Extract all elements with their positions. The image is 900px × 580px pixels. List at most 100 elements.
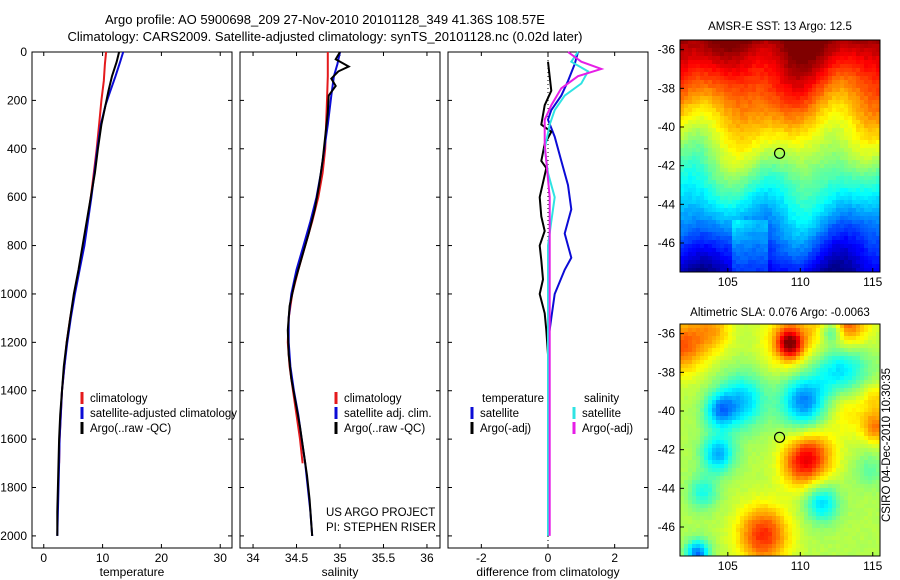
map-cell (816, 412, 821, 417)
map-cell (856, 96, 861, 101)
map-cell (740, 440, 745, 445)
map-cell (740, 364, 745, 369)
x-tick-label: 34 (246, 551, 260, 565)
map-cell (860, 352, 865, 357)
map-cell (684, 100, 689, 105)
map-cell (748, 400, 753, 405)
map-cell (740, 460, 745, 465)
map-cell (744, 52, 749, 57)
map-cell (760, 364, 765, 369)
map-cell (708, 452, 713, 457)
map-cell (780, 396, 785, 401)
map-cell (796, 456, 801, 461)
map-cell (696, 64, 701, 69)
map-cell (756, 404, 761, 409)
map-cell (788, 256, 793, 261)
map-cell (876, 332, 881, 337)
map-cell (852, 452, 857, 457)
map-cell (856, 64, 861, 69)
figure-title-line-1: Argo profile: AO 5900698_209 27-Nov-2010… (105, 12, 545, 27)
map-cell (804, 40, 809, 45)
map-cell (840, 144, 845, 149)
map-cell (700, 432, 705, 437)
map-cell (856, 148, 861, 153)
map-cell (848, 52, 853, 57)
map-cell (712, 188, 717, 193)
map-cell (728, 456, 733, 461)
map-cell (796, 184, 801, 189)
map-cell (868, 420, 873, 425)
map-cell (820, 468, 825, 473)
map-cell (780, 260, 785, 265)
map-cell (792, 244, 797, 249)
map-cell (716, 84, 721, 89)
map-cell (756, 464, 761, 469)
map-cell (816, 436, 821, 441)
map-cell (824, 76, 829, 81)
map-cell (716, 424, 721, 429)
map-cell (788, 472, 793, 477)
map-cell (780, 132, 785, 137)
map-cell (736, 256, 741, 261)
map-cell (680, 140, 685, 145)
map-cell (680, 48, 685, 53)
map-cell (680, 80, 685, 85)
map-cell (860, 448, 865, 453)
map-cell (764, 172, 769, 177)
map-cell (748, 324, 753, 329)
map-cell (736, 160, 741, 165)
map-cell (716, 344, 721, 349)
map-cell (808, 124, 813, 129)
map-cell (740, 132, 745, 137)
map-cell (840, 472, 845, 477)
map-cell (724, 244, 729, 249)
map-cell (876, 328, 881, 333)
map-cell (744, 140, 749, 145)
map-cell (680, 172, 685, 177)
map-cell (736, 368, 741, 373)
map-cell (700, 180, 705, 185)
map-cell (740, 240, 745, 245)
map-cell (848, 204, 853, 209)
map-cell (692, 332, 697, 337)
map-cell (752, 428, 757, 433)
map-cell (752, 76, 757, 81)
map-cell (780, 88, 785, 93)
map-cell (840, 176, 845, 181)
map-cell (860, 348, 865, 353)
map-cell (724, 472, 729, 477)
map-cell (760, 336, 765, 341)
map-cell (696, 80, 701, 85)
map-cell (756, 108, 761, 113)
map-cell (876, 68, 881, 73)
map-cell (872, 384, 877, 389)
map-cell (864, 260, 869, 265)
map-cell (768, 204, 773, 209)
map-cell (704, 72, 709, 77)
map-cell (864, 436, 869, 441)
map-cell (724, 264, 729, 269)
map-cell (852, 456, 857, 461)
map-cell (792, 356, 797, 361)
map-cell (800, 124, 805, 129)
map-cell (772, 328, 777, 333)
x-tick-label: 35 (333, 551, 347, 565)
map-cell (804, 400, 809, 405)
map-cell (876, 240, 881, 245)
map-cell (692, 120, 697, 125)
map-cell (872, 440, 877, 445)
map-cell (752, 240, 757, 245)
map-cell (776, 448, 781, 453)
map-cell (852, 416, 857, 421)
map-cell (740, 76, 745, 81)
map-cell (792, 76, 797, 81)
map-cell (784, 188, 789, 193)
map-cell (720, 424, 725, 429)
map-cell (728, 336, 733, 341)
map-cell (684, 404, 689, 409)
map-cell (688, 208, 693, 213)
map-cell (872, 92, 877, 97)
map-cell (700, 460, 705, 465)
map-cell (724, 168, 729, 173)
map-cell (868, 148, 873, 153)
